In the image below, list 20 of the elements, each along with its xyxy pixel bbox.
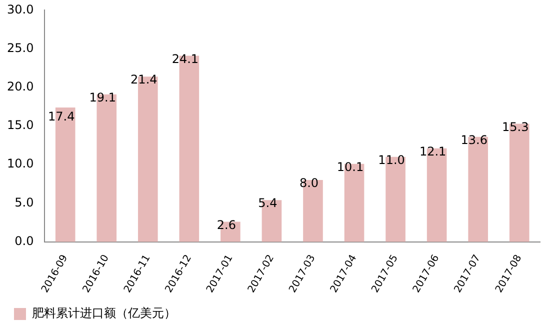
legend-label: 肥料累计进口额（亿美元） [32,306,176,320]
data-label: 11.0 [378,153,405,168]
y-tick-label: 10.0 [7,156,34,171]
data-label: 13.6 [460,132,488,147]
data-label: 24.1 [172,52,199,66]
data-label: 2.6 [216,218,236,232]
data-label: 8.0 [299,176,319,190]
y-tick-label: 25.0 [7,40,34,55]
y-tick-label: 5.0 [14,195,34,210]
data-label: 21.4 [130,72,158,87]
data-label: 5.4 [258,196,278,210]
data-label: 10.1 [336,160,364,174]
y-tick-label: 15.0 [7,118,34,132]
y-tick-label: 0.0 [14,234,34,248]
data-label: 17.4 [48,110,75,124]
data-label: 12.1 [419,144,446,159]
data-label: 19.1 [89,90,116,104]
y-tick-label: 30.0 [7,2,34,16]
data-label: 15.3 [502,120,529,134]
y-tick-label: 20.0 [7,80,34,94]
